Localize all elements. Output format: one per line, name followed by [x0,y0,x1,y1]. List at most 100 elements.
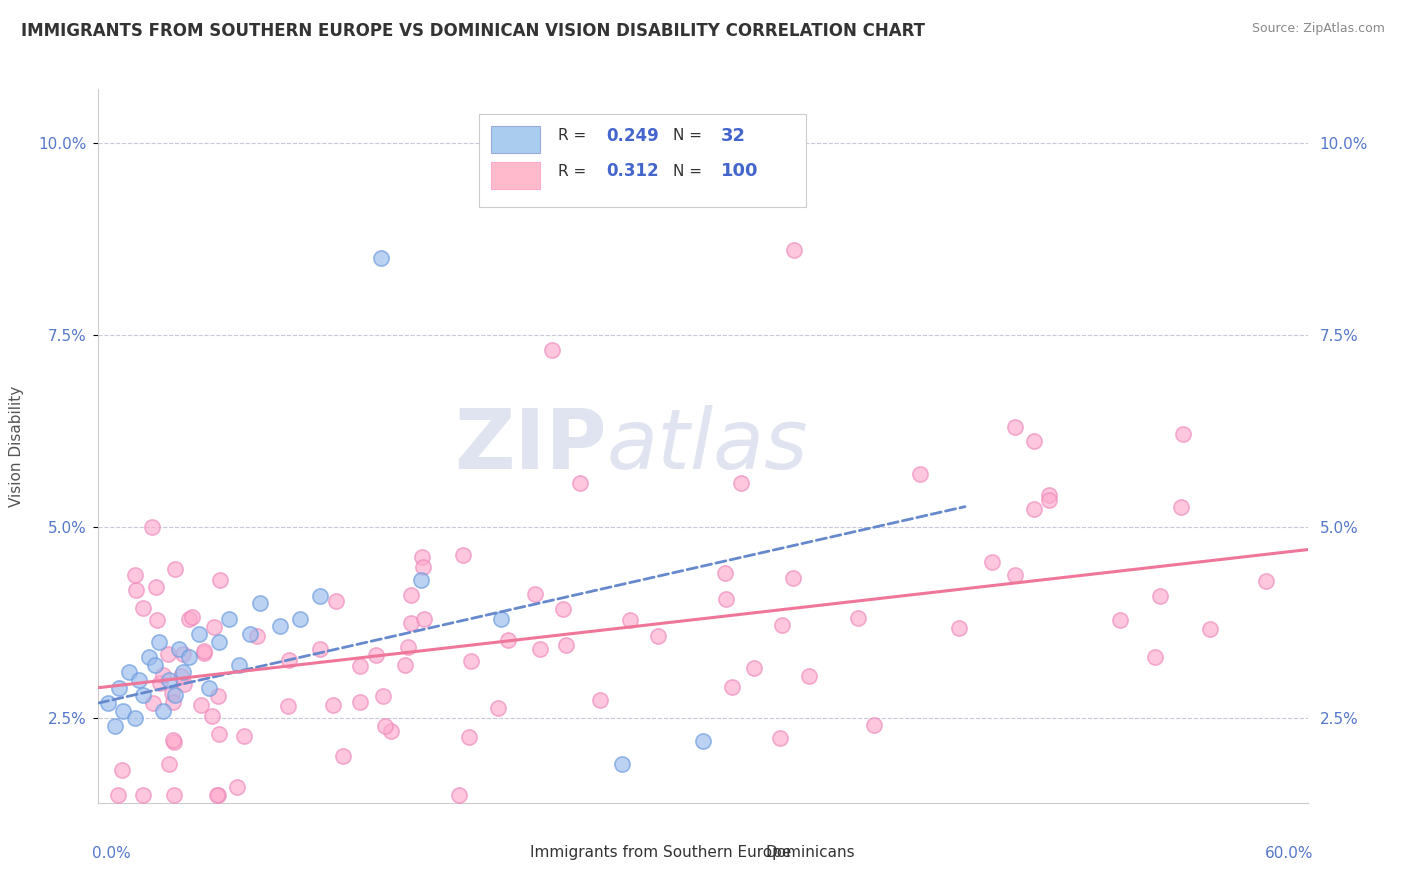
Point [730,475,752,490]
Point [132,600,155,615]
Text: ZIP: ZIP [454,406,606,486]
Text: IMMIGRANTS FROM SOUTHERN EUROPE VS DOMINICAN VISION DISABILITY CORRELATION CHART: IMMIGRANTS FROM SOUTHERN EUROPE VS DOMIN… [21,22,925,40]
Point [332,748,354,763]
Point [209,574,232,588]
Point [138,650,160,665]
Point [769,731,792,746]
Point [846,610,869,624]
Point [612,757,634,772]
Text: R =: R = [558,164,591,178]
Point [207,690,229,704]
Point [132,788,155,802]
FancyBboxPatch shape [479,114,806,207]
Point [589,692,612,706]
Point [201,709,224,723]
Point [179,650,201,665]
Point [277,699,299,714]
FancyBboxPatch shape [492,127,540,153]
Point [309,589,332,603]
Text: N =: N = [672,128,707,143]
Point [1254,574,1277,588]
Point [111,763,134,777]
Point [619,613,641,627]
Y-axis label: Vision Disability: Vision Disability [10,385,24,507]
Point [647,629,669,643]
Point [799,669,821,683]
FancyBboxPatch shape [727,842,758,863]
Point [118,665,141,680]
Point [1171,427,1194,442]
Point [249,596,271,610]
Point [208,727,231,741]
Point [167,642,190,657]
Text: Immigrants from Southern Europe: Immigrants from Southern Europe [530,846,792,860]
Point [162,685,184,699]
Point [218,612,240,626]
Point [188,627,211,641]
Point [411,549,433,564]
Point [1004,419,1026,434]
Point [948,621,970,635]
Point [156,648,179,662]
Point [163,788,186,802]
Point [177,612,200,626]
Point [714,566,737,580]
Point [246,629,269,643]
Point [202,620,225,634]
Point [225,780,247,795]
Point [269,619,291,633]
Point [141,520,163,534]
Point [322,698,344,712]
Point [782,570,804,584]
Point [162,735,184,749]
Point [374,718,396,732]
Point [540,343,562,357]
Text: 32: 32 [721,127,747,145]
Point [142,696,165,710]
Point [125,582,148,597]
Point [180,610,202,624]
Point [97,696,120,710]
Point [198,681,221,695]
Point [208,634,231,648]
Point [770,617,793,632]
Point [149,676,172,690]
Point [193,644,215,658]
Point [349,659,371,673]
Point [460,655,482,669]
Point [692,734,714,748]
Point [399,588,422,602]
Point [162,695,184,709]
Point [554,638,576,652]
Point [207,788,229,802]
Point [1038,488,1060,502]
Point [486,700,509,714]
FancyBboxPatch shape [492,842,522,863]
Point [277,653,299,667]
Point [449,788,471,802]
Point [1198,623,1220,637]
Point [325,593,347,607]
Point [163,562,186,576]
Point [172,665,194,680]
Point [152,704,174,718]
Point [162,733,184,747]
Point [1038,493,1060,508]
Point [491,612,513,626]
Point [458,730,481,744]
Point [529,641,551,656]
Text: atlas: atlas [606,406,808,486]
Point [783,244,806,258]
Point [107,681,129,695]
Point [1004,567,1026,582]
Point [1149,589,1171,603]
Point [103,719,125,733]
Point [190,698,212,712]
Point [207,788,229,802]
Point [394,657,416,672]
Point [349,695,371,709]
Point [1108,613,1130,627]
Text: 100: 100 [721,162,759,180]
Point [193,646,215,660]
Point [172,647,194,661]
